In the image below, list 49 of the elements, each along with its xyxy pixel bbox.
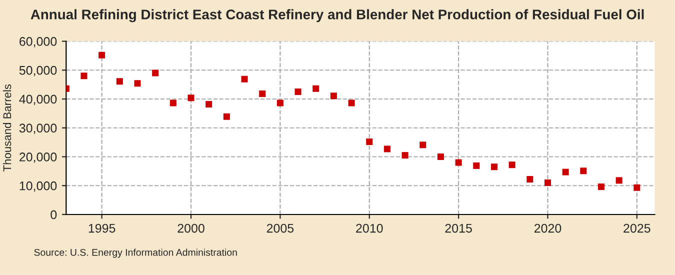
y-tick-label: 40,000	[19, 94, 57, 106]
point	[490, 164, 498, 170]
point	[98, 52, 106, 58]
point	[455, 159, 462, 166]
x-tick-label: 2015	[445, 224, 472, 233]
point	[116, 78, 123, 85]
point	[616, 177, 622, 184]
point	[241, 76, 248, 82]
point	[152, 70, 159, 76]
y-tick-label: 10,000	[20, 181, 57, 192]
point	[526, 176, 534, 183]
y-tick-label: 20,000	[20, 152, 57, 163]
chart-title: Annual Refining District East Coast Refinery and Blender Net Production of Residual Fuel Oil	[30, 9, 644, 22]
y-tick-label: 50,000	[19, 66, 57, 76]
y-axis-title: Thousand Barrels	[2, 84, 12, 172]
point	[562, 168, 569, 176]
x-tick-label: 2010	[356, 224, 383, 233]
source-note: Source: U.S. Energy Information Administration	[34, 248, 237, 258]
x-tick-label: 1995	[88, 224, 116, 233]
point	[170, 100, 176, 106]
point	[598, 184, 604, 190]
point	[134, 80, 141, 87]
point	[330, 92, 337, 100]
point	[384, 146, 390, 152]
point	[294, 88, 302, 96]
point	[206, 100, 212, 108]
point	[473, 162, 480, 169]
point	[223, 113, 230, 120]
point	[276, 100, 284, 106]
y-tick-label: 30,000	[19, 124, 57, 134]
point	[366, 138, 373, 145]
point	[348, 100, 355, 106]
point	[420, 142, 426, 148]
point	[508, 162, 516, 168]
point	[544, 179, 551, 186]
y-tick-label: 0	[50, 210, 57, 220]
point	[259, 90, 266, 98]
point	[312, 85, 320, 92]
x-tick-label: 2000	[178, 224, 204, 233]
x-tick-label: 2025	[624, 224, 650, 233]
point	[634, 184, 640, 191]
point	[580, 168, 587, 174]
point	[80, 72, 88, 80]
x-tick-label: 2005	[266, 224, 294, 233]
x-tick-label: 2020	[534, 224, 562, 233]
point	[437, 153, 444, 160]
y-tick-label: 60,000	[20, 37, 57, 48]
point	[188, 94, 194, 102]
point	[402, 152, 408, 159]
